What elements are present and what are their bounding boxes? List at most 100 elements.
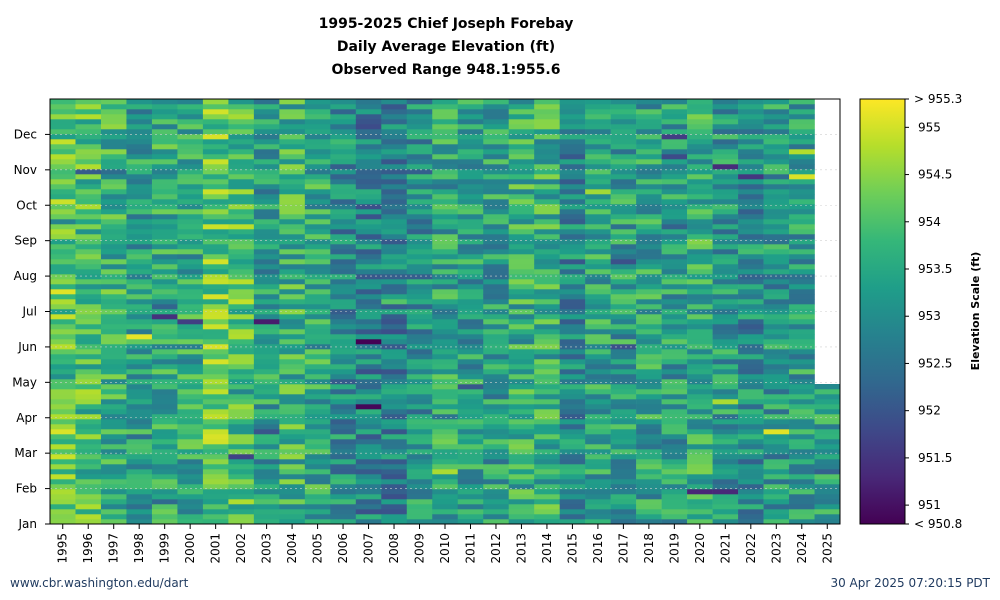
heatmap-cell	[763, 434, 790, 440]
heatmap-cell	[279, 139, 306, 145]
heatmap-cell	[763, 289, 790, 295]
heatmap-cell	[661, 129, 688, 135]
heatmap-cell	[304, 179, 331, 185]
heatmap-cell	[559, 484, 586, 490]
heatmap-cell	[763, 179, 790, 185]
heatmap-cell	[75, 354, 102, 360]
heatmap-cell	[100, 294, 127, 300]
heatmap-cell	[789, 429, 815, 435]
heatmap-cell	[330, 104, 357, 110]
heatmap-cell	[126, 379, 153, 385]
heatmap-cell	[661, 229, 688, 235]
heatmap-cell	[50, 504, 76, 510]
heatmap-cell	[610, 304, 637, 310]
heatmap-cell	[50, 344, 76, 350]
heatmap-cell	[814, 459, 841, 465]
heatmap-cell	[661, 469, 688, 475]
heatmap-cell	[610, 414, 637, 420]
heatmap-cell	[483, 299, 510, 305]
heatmap-cell	[355, 344, 382, 350]
heatmap-cell	[381, 489, 408, 495]
y-tick-label-dec: Dec	[14, 127, 37, 141]
heatmap-cell	[763, 169, 790, 175]
heatmap-cell	[151, 429, 178, 435]
heatmap-cell	[330, 459, 357, 465]
heatmap-cell	[712, 379, 739, 385]
heatmap-cell	[330, 499, 357, 505]
heatmap-cell	[279, 204, 306, 210]
heatmap-cell	[75, 174, 102, 180]
heatmap-cell	[610, 354, 637, 360]
heatmap-cell	[789, 149, 815, 155]
heatmap-cell	[126, 509, 153, 515]
heatmap-cell	[738, 179, 764, 185]
heatmap-cell	[508, 239, 535, 245]
heatmap-cell	[636, 124, 662, 130]
heatmap-cell	[100, 154, 127, 160]
heatmap-cell	[151, 414, 178, 420]
heatmap-cell	[687, 314, 713, 320]
heatmap-cell	[559, 204, 586, 210]
heatmap-cell	[534, 134, 560, 140]
heatmap-cell	[304, 189, 331, 195]
heatmap-cell	[559, 104, 586, 110]
heatmap-cell	[279, 359, 306, 365]
heatmap-cell	[585, 224, 611, 230]
heatmap-cell	[559, 169, 586, 175]
heatmap-cell	[432, 479, 459, 485]
heatmap-cell	[50, 174, 76, 180]
heatmap-cell	[100, 434, 127, 440]
heatmap-cell	[75, 234, 102, 240]
heatmap-cell	[151, 179, 178, 185]
heatmap-cell	[406, 194, 433, 200]
heatmap-cell	[177, 409, 204, 415]
heatmap-cell	[279, 194, 306, 200]
heatmap-cell	[636, 449, 662, 455]
heatmap-cell	[610, 439, 637, 445]
heatmap-cell	[508, 209, 535, 215]
heatmap-cell	[712, 469, 739, 475]
heatmap-cell	[355, 259, 382, 265]
heatmap-cell	[483, 144, 510, 150]
heatmap-cell	[100, 229, 127, 235]
heatmap-cell	[406, 349, 433, 355]
heatmap-cell	[432, 519, 459, 525]
heatmap-cell	[661, 249, 688, 255]
heatmap-cell	[304, 354, 331, 360]
heatmap-cell	[355, 374, 382, 380]
heatmap-cell	[177, 284, 204, 290]
heatmap-cell	[432, 124, 459, 130]
heatmap-cell	[712, 229, 739, 235]
heatmap-cell	[789, 184, 815, 190]
heatmap-cell	[661, 124, 688, 130]
heatmap-cell	[610, 319, 637, 325]
heatmap-cell	[763, 124, 790, 130]
heatmap-cell	[763, 204, 790, 210]
heatmap-cell	[381, 514, 408, 520]
heatmap-cell	[406, 369, 433, 375]
heatmap-cell	[432, 419, 459, 425]
heatmap-cell	[789, 404, 815, 410]
heatmap-cell	[304, 299, 331, 305]
heatmap-cell	[279, 414, 306, 420]
heatmap-cell	[151, 319, 178, 325]
heatmap-cell	[304, 464, 331, 470]
heatmap-cell	[610, 264, 637, 270]
heatmap-cell	[432, 384, 459, 390]
heatmap-cell	[151, 204, 178, 210]
footer-source-link[interactable]: www.cbr.washington.edu/dart	[10, 576, 189, 590]
heatmap-cell	[508, 159, 535, 165]
heatmap-cell	[100, 249, 127, 255]
heatmap-cell	[381, 224, 408, 230]
heatmap-cell	[126, 279, 153, 285]
heatmap-cell	[177, 154, 204, 160]
heatmap-cell	[610, 164, 637, 170]
heatmap-cell	[738, 499, 764, 505]
heatmap-cell	[202, 299, 229, 305]
y-tick-label-mar: Mar	[14, 446, 37, 460]
heatmap-cell	[483, 129, 510, 135]
heatmap-cell	[202, 249, 229, 255]
footer-timestamp: 30 Apr 2025 07:20:15 PDT	[830, 576, 990, 590]
heatmap-cell	[151, 189, 178, 195]
heatmap-cell	[228, 424, 255, 430]
